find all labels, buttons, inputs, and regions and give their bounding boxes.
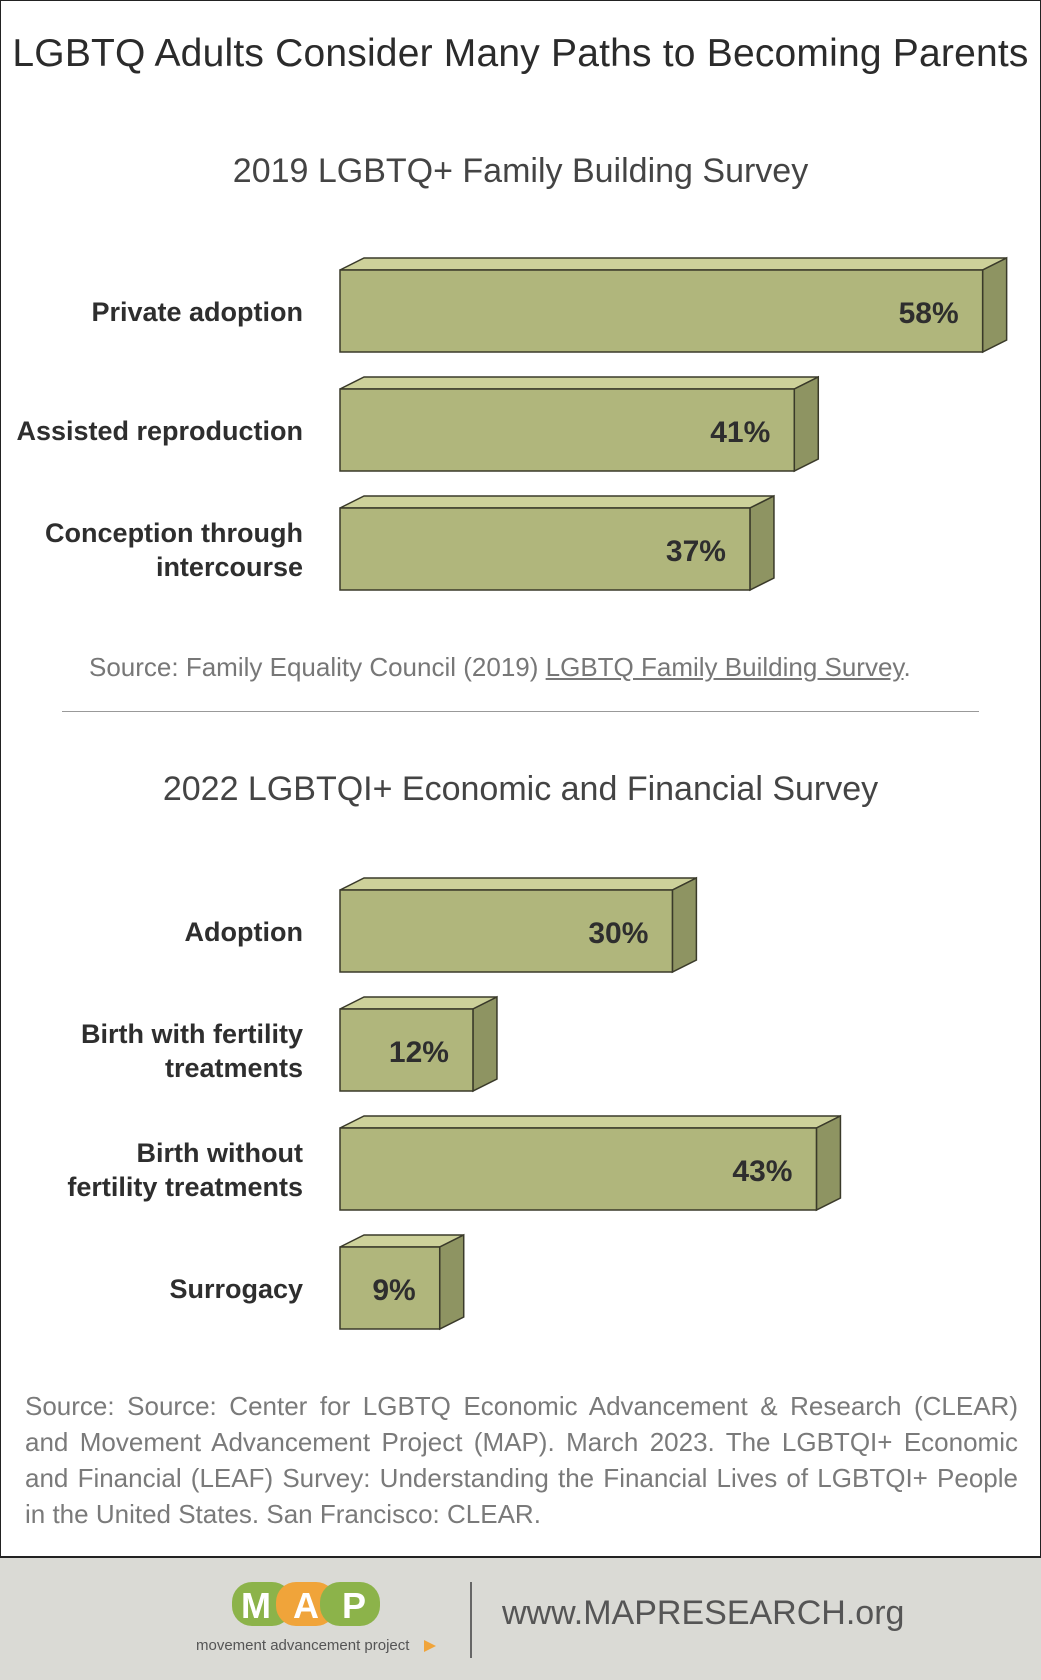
chart2-subtitle: 2022 LGBTQI+ Economic and Financial Surv… bbox=[162, 770, 879, 808]
bar bbox=[339, 1008, 474, 1092]
footer-divider bbox=[470, 1582, 472, 1658]
category-label: Birth with fertility bbox=[81, 1019, 303, 1049]
logo-pill-a bbox=[276, 1582, 336, 1626]
chart1-source: Source: Family Equality Council (2019) L… bbox=[89, 652, 911, 683]
bar bbox=[339, 388, 796, 472]
bar-top-face bbox=[339, 495, 775, 509]
chart1-bar-group: 41% Assisted reproduction bbox=[16, 375, 820, 473]
bar-top-face bbox=[339, 877, 697, 891]
bar bbox=[339, 1246, 441, 1330]
survey-link[interactable]: LGBTQ Family Building Survey bbox=[545, 652, 904, 682]
bar-side-face bbox=[472, 995, 498, 1093]
footer-url[interactable]: www.MAPRESEARCH.org bbox=[502, 1594, 905, 1632]
bar-top-face bbox=[339, 996, 498, 1010]
chart2-svg: 30% Adoption 12% Birth with fertility treatm… bbox=[67, 876, 842, 1331]
category-label: treatments bbox=[165, 1053, 303, 1083]
chart2-bar-group: 12% Birth with fertility treatments bbox=[81, 995, 498, 1093]
logo-arrow-icon bbox=[424, 1640, 436, 1652]
logo-letter-a: A bbox=[293, 1585, 319, 1626]
footer: M A P movement advancement project www.M… bbox=[0, 1556, 1041, 1680]
logo-letter-p: P bbox=[342, 1585, 366, 1626]
category-label: Conception through bbox=[45, 518, 303, 548]
bar bbox=[339, 1127, 818, 1211]
bar-side-face bbox=[671, 876, 698, 974]
bar-side-face bbox=[815, 1114, 842, 1212]
bar-value-label: 12% bbox=[389, 1036, 449, 1069]
bar-value-label: 43% bbox=[732, 1155, 792, 1188]
logo-pill-m bbox=[232, 1582, 292, 1626]
chart1-source-text: Source: Family Equality Council (2019) bbox=[89, 652, 546, 682]
chart1-bar-group: 58% Private adoption bbox=[91, 256, 1008, 354]
bar-side-face bbox=[793, 375, 820, 473]
map-logo-graphic: M A P movement advancement project bbox=[196, 1582, 436, 1654]
section-divider bbox=[62, 711, 979, 712]
bar bbox=[339, 269, 984, 353]
bar-side-face bbox=[438, 1233, 465, 1331]
chart1-source-end: . bbox=[903, 652, 911, 682]
chart2-bar-group: 43% Birth without fertility treatments bbox=[67, 1114, 842, 1212]
category-label: fertility treatments bbox=[67, 1172, 303, 1202]
logo-tagline: movement advancement project bbox=[196, 1637, 410, 1654]
chart1-svg: 58% Private adoption 41% Assisted reproduct… bbox=[16, 256, 1008, 592]
bar-value-label: 9% bbox=[372, 1274, 415, 1307]
bar-value-label: 41% bbox=[710, 416, 770, 449]
category-label: Birth without bbox=[137, 1138, 303, 1168]
category-label: Assisted reproduction bbox=[16, 416, 303, 446]
category-label: Surrogacy bbox=[169, 1274, 303, 1304]
bar-top-face bbox=[339, 257, 1007, 271]
chart1-subtitle: 2019 LGBTQ+ Family Building Survey bbox=[232, 152, 809, 190]
logo-pill-p bbox=[320, 1582, 380, 1626]
map-logo[interactable]: M A P movement advancement project bbox=[196, 1580, 446, 1660]
bar-value-label: 30% bbox=[588, 917, 648, 950]
bar-value-label: 58% bbox=[899, 297, 959, 330]
bar bbox=[339, 889, 674, 973]
bar bbox=[339, 507, 751, 591]
main-title: LGBTQ Adults Consider Many Paths to Beco… bbox=[12, 32, 1029, 75]
bar-side-face bbox=[749, 494, 775, 592]
bar-value-label: 37% bbox=[666, 535, 726, 568]
chart2-source: Source: Source: Center for LGBTQ Economi… bbox=[25, 1391, 1018, 1529]
bar-top-face bbox=[339, 1115, 841, 1129]
chart1-bar-group: 37% Conception through intercourse bbox=[45, 494, 775, 592]
logo-letter-m: M bbox=[241, 1585, 271, 1626]
category-label: Private adoption bbox=[91, 297, 303, 327]
category-label: Adoption bbox=[185, 917, 303, 947]
category-label: intercourse bbox=[156, 552, 303, 582]
bar-top-face bbox=[339, 376, 819, 390]
chart2-bar-group: 30% Adoption bbox=[185, 876, 698, 974]
bar-side-face bbox=[981, 256, 1008, 354]
chart2-bar-group: 9% Surrogacy bbox=[169, 1233, 465, 1331]
